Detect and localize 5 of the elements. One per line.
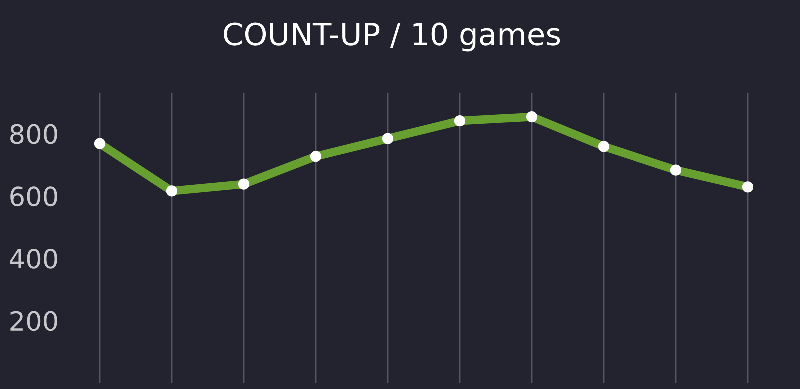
y-tick-label: 800 [10,124,58,144]
y-tick-label: 400 [10,248,58,269]
chart-title: COUNT-UP / 10 games [224,22,560,52]
y-tick-label: 600 [10,186,58,207]
y-tick-label: 200 [10,311,58,332]
